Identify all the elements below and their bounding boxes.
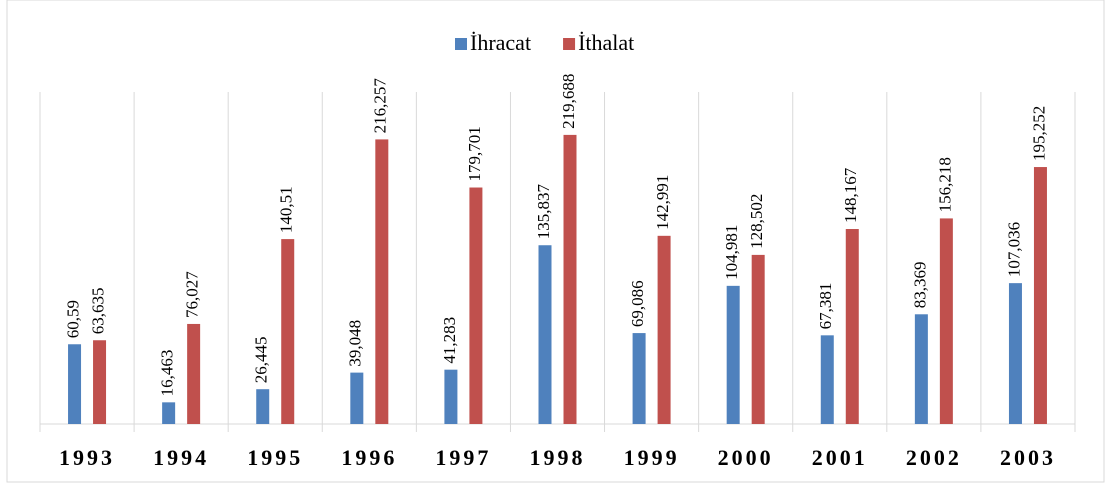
bar [162,402,176,424]
data-label: 69,086 [628,280,647,327]
legend-label: İthalat [578,30,634,55]
bar [1033,167,1047,424]
x-tick-label: 2001 [812,445,868,470]
legend-swatch [455,38,467,50]
data-label: 135,837 [534,183,553,239]
x-tick-label: 1996 [341,445,397,470]
data-label: 67,381 [816,283,835,330]
data-label: 76,027 [183,271,202,318]
bar [845,229,859,424]
bar [1008,283,1022,424]
data-label: 107,036 [1004,222,1023,277]
x-tick-label: 1997 [435,445,491,470]
x-tick-label: 1995 [247,445,303,470]
data-label: 26,445 [252,336,271,383]
x-tick-label: 2002 [906,445,962,470]
bar [375,139,389,424]
legend-label: İhracat [470,30,531,55]
bar [256,389,270,424]
x-tick-label: 1999 [624,445,680,470]
x-tick-label: 1994 [153,445,209,470]
bar [281,239,295,424]
data-label: 195,252 [1029,106,1048,161]
bar [914,314,928,424]
bar [444,369,458,424]
data-label: 156,218 [935,157,954,212]
data-label: 148,167 [841,167,860,223]
bar [632,333,646,424]
x-tick-label: 1998 [530,445,586,470]
data-label: 63,635 [88,288,107,335]
bar [939,218,953,424]
bar [93,340,107,424]
x-tick-label: 2000 [718,445,774,470]
bar [538,245,552,424]
data-label: 219,688 [559,74,578,129]
data-label: 41,283 [440,317,459,364]
data-label: 128,502 [747,194,766,249]
bar [657,235,671,424]
x-tick-label: 1993 [59,445,115,470]
x-tick-label: 2003 [1000,445,1056,470]
legend-swatch [563,38,576,50]
data-label: 142,991 [653,175,672,230]
bar [563,134,577,424]
data-label: 104,981 [722,225,741,280]
bar [350,372,364,424]
data-label: 216,257 [371,78,390,134]
bar [820,335,834,424]
bar [726,285,740,424]
data-label: 60,59 [63,300,82,338]
bar [469,187,483,424]
data-label: 39,048 [346,320,365,367]
data-label: 179,701 [465,126,484,181]
data-label: 16,463 [158,350,177,397]
data-label: 140,51 [277,186,296,233]
bar [68,344,82,424]
data-label: 83,369 [910,262,929,309]
bar [187,323,201,424]
bar [751,254,765,424]
